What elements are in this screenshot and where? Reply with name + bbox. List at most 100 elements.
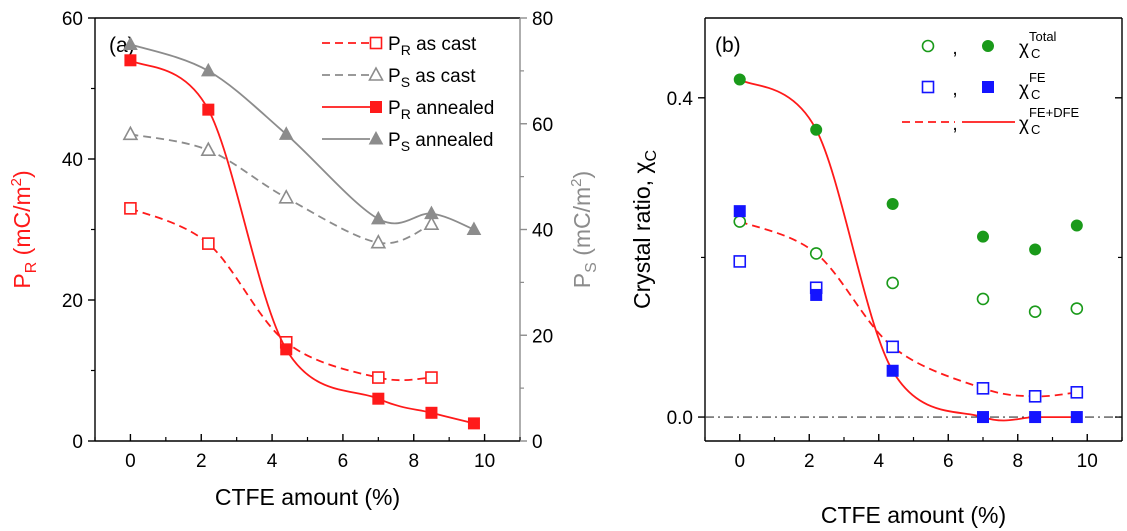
legend-main: P	[388, 98, 401, 119]
data-point	[123, 36, 138, 50]
x-tick-label: 10	[474, 451, 495, 472]
data-point	[278, 189, 295, 204]
y-title-main: Crystal ratio, χ	[629, 162, 655, 310]
data-point	[1028, 390, 1042, 403]
data-point	[278, 126, 294, 140]
data-point	[810, 288, 823, 301]
y-axis-title: Crystal ratio, χC	[629, 150, 660, 309]
series-1	[733, 73, 1083, 256]
data-point	[976, 382, 990, 395]
x-tick-label: 2	[804, 451, 815, 472]
legend-entry: PR annealed	[388, 98, 494, 122]
y-right-tick-label: 0	[532, 432, 543, 453]
y-right-title-unit: (mC/m	[569, 187, 595, 262]
series-3	[733, 205, 1083, 424]
legend-rest: annealed	[410, 130, 493, 151]
panel-label-a: (a)	[109, 34, 135, 57]
data-point	[1029, 243, 1042, 256]
data-point	[886, 197, 899, 210]
x-tick-label: 4	[267, 451, 278, 472]
legend-main: P	[388, 130, 401, 151]
legend-sub: S	[401, 138, 410, 154]
data-point	[733, 73, 746, 86]
series-line	[130, 133, 432, 245]
y-left-tick-label: 0	[72, 432, 83, 453]
panel-b: 0 2 4 6 8 10 0.0 0.4 CTFE amount (%) Crystal rati…	[629, 17, 1123, 528]
legend-rest: as cast	[410, 66, 476, 87]
y-left-title-unit: (mC/m	[9, 186, 35, 261]
data-point	[370, 210, 386, 225]
legend-rest: as cast	[411, 34, 477, 55]
legend-entry: χTotal C	[1019, 29, 1057, 61]
y-left-tick-label: 20	[62, 291, 83, 312]
data-point	[202, 103, 215, 116]
data-point	[202, 237, 215, 250]
legend-sup: Total	[1029, 29, 1057, 44]
legend-entry: χFE+DFE C	[1019, 105, 1080, 137]
data-point	[976, 292, 990, 306]
legend-marker-filled	[982, 81, 994, 93]
legend-marker-open	[921, 80, 935, 94]
legend-sub: C	[1031, 87, 1040, 102]
data-point	[424, 205, 439, 220]
legend-marker	[368, 66, 384, 81]
legend-sub: C	[1031, 46, 1040, 61]
y-right-title-sup: 2	[568, 178, 585, 186]
x-tick-label: 8	[408, 451, 419, 472]
series-line	[130, 207, 432, 382]
data-point	[124, 202, 137, 215]
fit-line-0	[739, 220, 1077, 398]
legend-entry: PR as cast	[388, 34, 477, 58]
y-left-tick-label: 60	[62, 9, 83, 30]
legend-sub: R	[401, 42, 411, 58]
legend: , χTotal C, χFE C, χFE+DFE C	[902, 29, 1080, 137]
y-right-title-sub: S	[583, 262, 600, 273]
data-point	[809, 247, 823, 260]
data-point	[886, 340, 899, 354]
panel-label-b: (b)	[715, 34, 741, 57]
x-tick-label: 0	[125, 451, 136, 472]
x-axis-title: CTFE amount (%)	[821, 502, 1006, 528]
data-point	[1070, 302, 1084, 315]
data-point	[977, 411, 989, 424]
series-2	[124, 54, 480, 430]
y-right-title-main: P	[569, 273, 595, 288]
x-tick-label: 6	[943, 451, 954, 472]
y-left-title-close: )	[9, 170, 35, 178]
legend-sub: R	[401, 106, 411, 122]
legend-sub: C	[1031, 122, 1040, 137]
data-point	[733, 255, 747, 268]
data-point	[467, 417, 480, 430]
data-point	[122, 125, 139, 141]
x-tick-label: 2	[196, 451, 207, 472]
x-tick-label: 0	[734, 451, 745, 472]
legend-marker	[370, 101, 382, 113]
y-right-title-close: )	[569, 171, 595, 179]
legend-symbol: χ	[1019, 79, 1029, 100]
series-0	[124, 202, 438, 384]
data-point	[280, 343, 293, 356]
data-point	[425, 371, 438, 384]
data-point	[425, 406, 438, 419]
legend-sup: FE+DFE	[1029, 105, 1080, 120]
y-tick-label: 0.4	[667, 89, 694, 110]
legend-symbol: χ	[1019, 114, 1029, 135]
legend-sub: S	[401, 74, 410, 90]
legend-marker	[369, 36, 383, 50]
data-point	[733, 205, 746, 218]
data-point	[423, 215, 440, 231]
x-tick-label: 6	[338, 451, 349, 472]
legend-separator: ,	[952, 114, 957, 135]
data-point	[466, 221, 482, 235]
legend-entry: χFE C	[1019, 70, 1046, 102]
data-point	[1028, 305, 1042, 319]
y-right-tick-label: 20	[532, 326, 553, 347]
legend-main: P	[388, 66, 401, 87]
data-point	[733, 215, 747, 228]
y-right-tick-label: 40	[532, 221, 553, 242]
legend-separator: ,	[952, 38, 957, 59]
data-point	[200, 62, 216, 77]
data-point	[886, 276, 899, 290]
